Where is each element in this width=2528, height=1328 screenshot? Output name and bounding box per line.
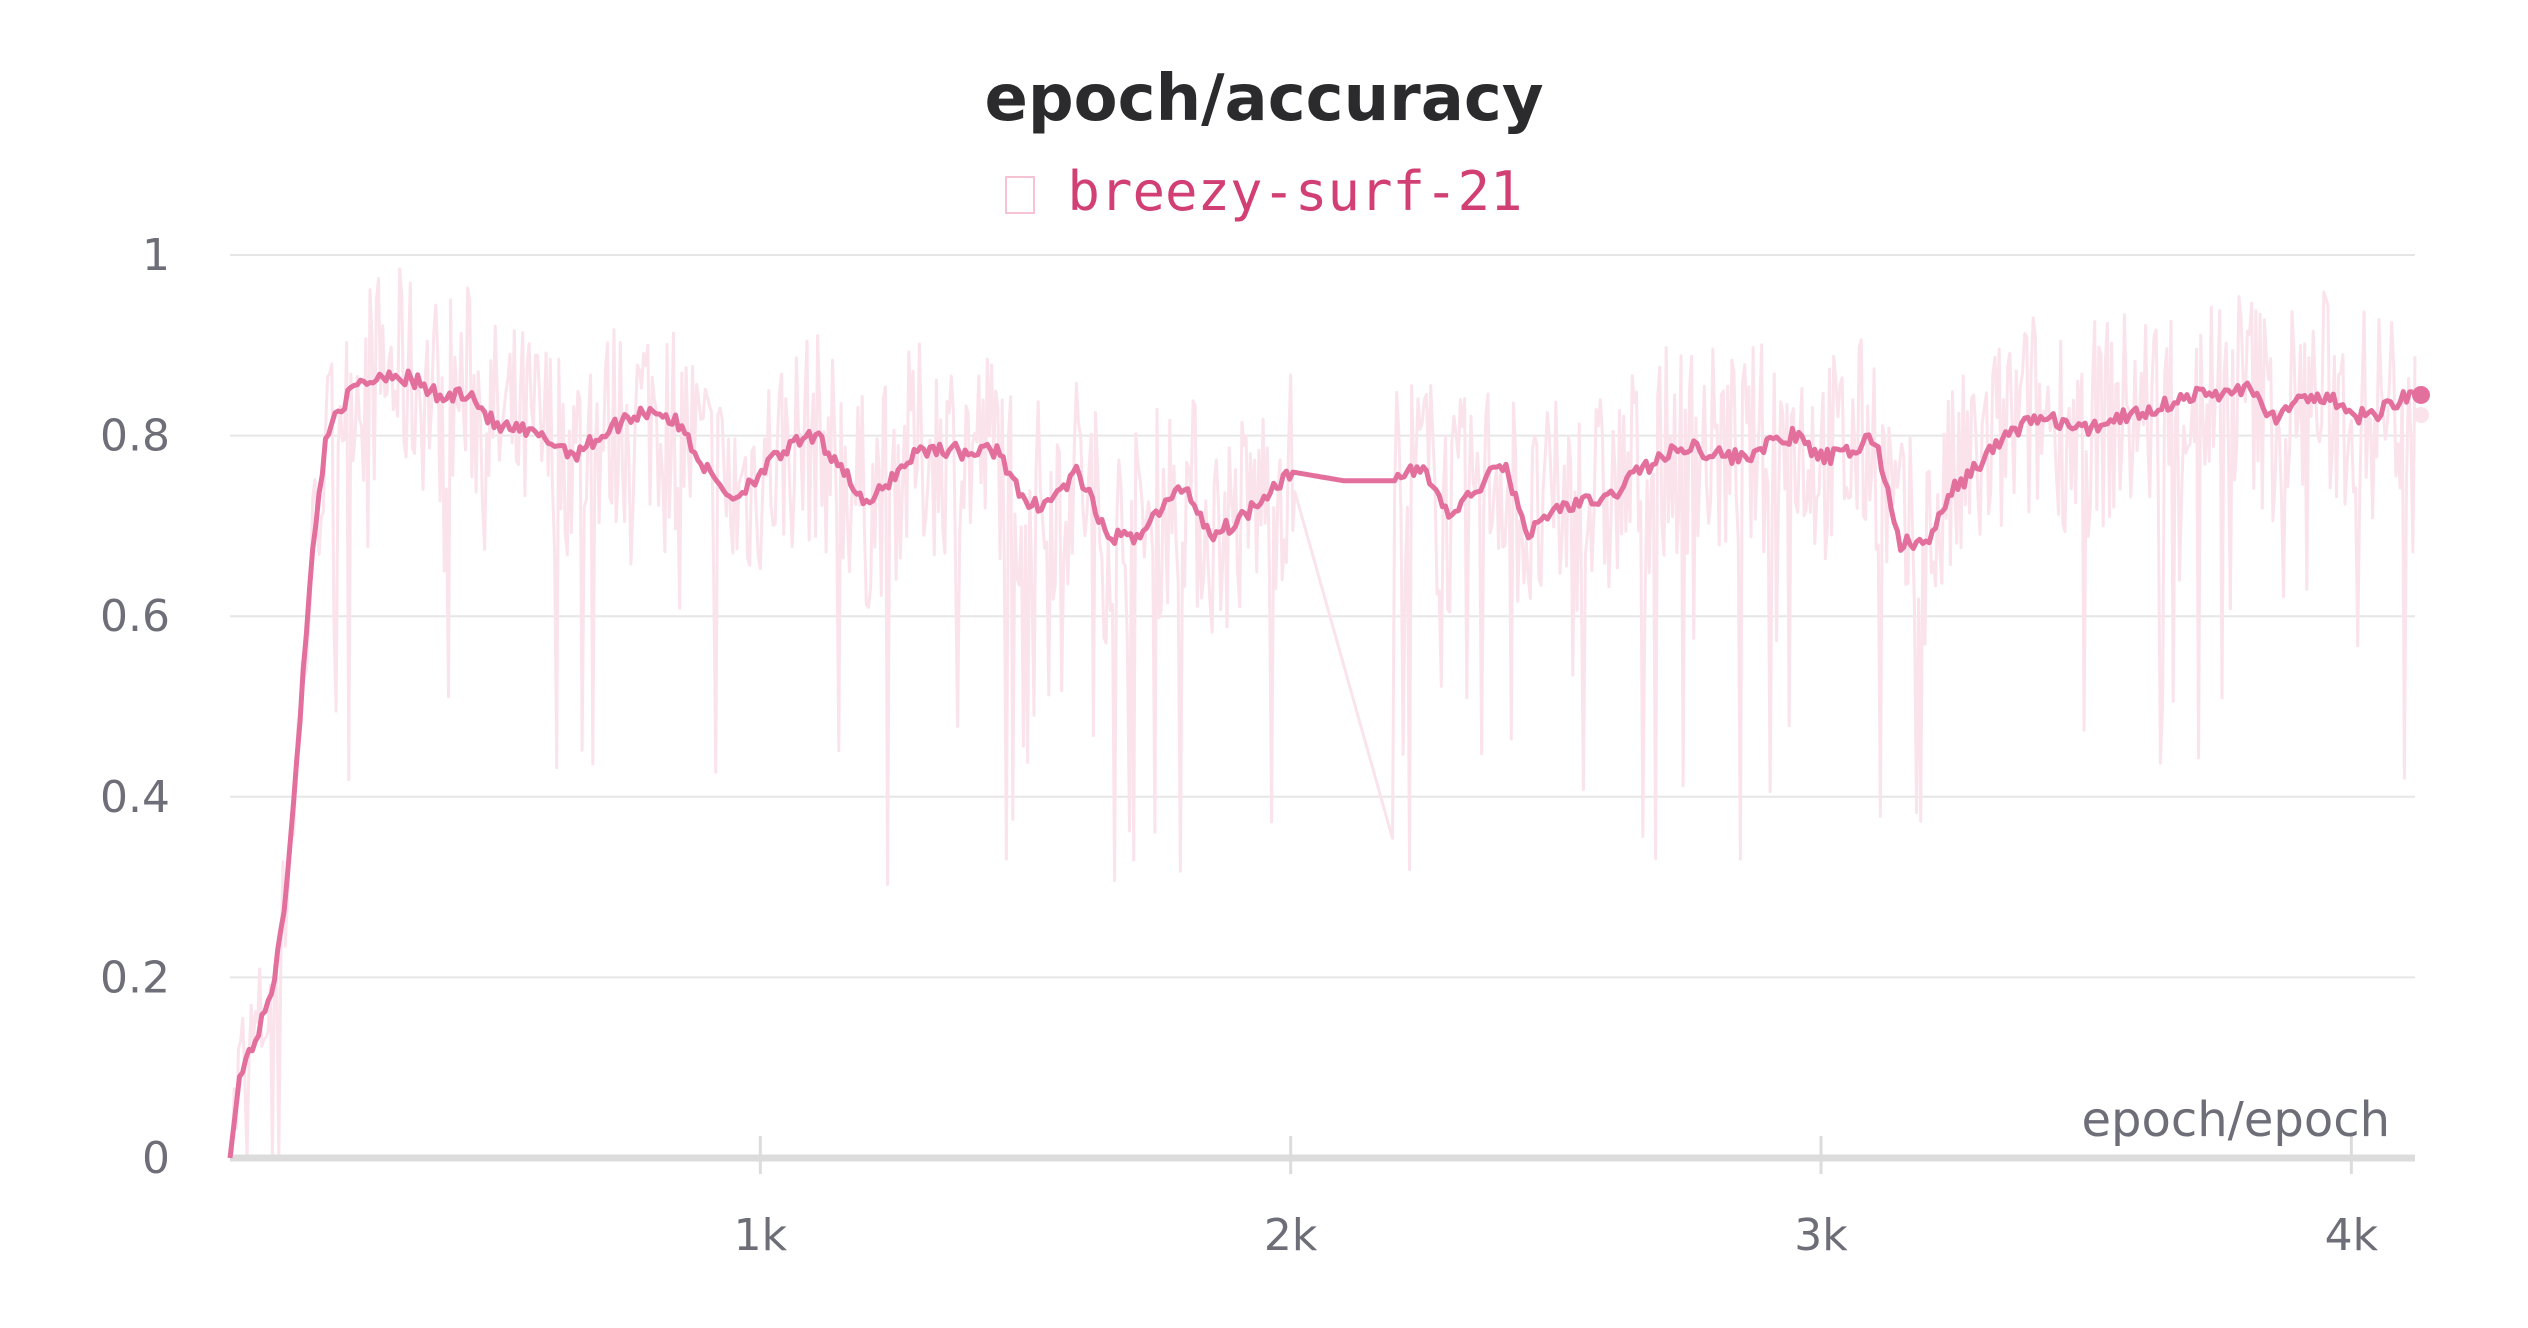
y-axis-ticks: 0 0.2 0.4 0.6 0.8 1	[100, 230, 170, 1184]
smoothed-end-marker[interactable]	[2412, 385, 2430, 404]
smoothed-series[interactable]	[227, 368, 2430, 1159]
legend-series-name: breezy-surf-21	[1067, 160, 1523, 223]
y-tick-label: 0.2	[100, 952, 170, 1003]
x-tick-label: 2k	[1264, 1210, 1318, 1261]
smoothed-line	[227, 368, 2414, 1159]
y-tick-label: 0.4	[100, 772, 170, 823]
chart-title: epoch/accuracy	[984, 62, 1544, 136]
x-tick-label: 1k	[734, 1210, 788, 1261]
x-axis-label: epoch/epoch	[2081, 1092, 2390, 1148]
y-tick-label: 0.8	[100, 411, 170, 462]
x-axis: 1k 2k 3k 4k	[230, 1136, 2415, 1261]
y-tick-label: 0	[142, 1133, 170, 1184]
raw-series	[230, 267, 2429, 1160]
y-tick-label: 0.6	[100, 591, 170, 642]
raw-end-marker	[2413, 406, 2429, 423]
raw-line	[230, 267, 2417, 1160]
x-tick-label: 3k	[1794, 1210, 1848, 1261]
legend[interactable]: breezy-surf-21	[0, 160, 2528, 223]
x-tick-label: 4k	[2325, 1210, 2379, 1261]
legend-swatch	[1005, 176, 1036, 214]
grid	[230, 254, 2415, 979]
y-tick-label: 1	[142, 230, 170, 281]
